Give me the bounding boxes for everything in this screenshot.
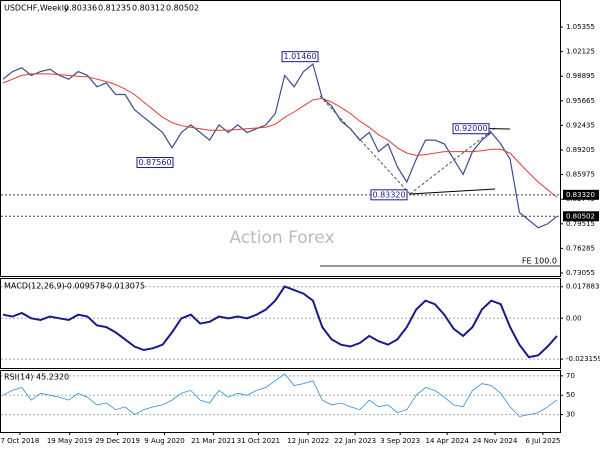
- y-tick-label: -0.023159: [566, 355, 600, 363]
- annotation-box: [370, 189, 408, 201]
- ohlc-value: 0.80502: [166, 4, 199, 13]
- x-tick-label: 3 Sep 2023: [380, 437, 420, 445]
- x-tick-label: 21 Mar 2021: [191, 437, 235, 445]
- y-tick-label: 0.73055: [566, 269, 595, 277]
- x-tick-label: 29 Dec 2019: [95, 437, 140, 445]
- ohlc-value: 0.81235: [98, 4, 131, 13]
- main-panel: [0, 0, 561, 277]
- rsi-panel: [0, 370, 561, 433]
- rsi-label: RSI(14): [4, 373, 33, 382]
- x-tick-label: 7 Oct 2018: [0, 437, 39, 445]
- y-tick-label: 70: [566, 372, 575, 380]
- price-tag-label: 0.80502: [566, 212, 595, 220]
- rsi-reading: 45.2320: [36, 373, 69, 382]
- annotation-label: 0.83320: [372, 190, 405, 199]
- y-tick-label: 0.017883: [566, 283, 599, 291]
- ohlc-value: 0.80312: [132, 4, 165, 13]
- series-line: [2, 62, 558, 229]
- chart-title: USDCHF,Weekly: [4, 4, 69, 13]
- x-tick-label: 6 Jul 2025: [525, 437, 560, 445]
- annotation-label: 0.87560: [138, 158, 171, 167]
- macd-reading: -0.013075: [104, 282, 145, 291]
- annotation-label: 1.01460: [283, 52, 316, 61]
- y-tick-label: 0.76285: [566, 244, 595, 252]
- trend-line: [409, 188, 496, 195]
- y-tick-label: 1.02125: [566, 48, 595, 56]
- watermark: Action Forex: [229, 228, 334, 248]
- x-tick-label: 19 May 2019: [47, 437, 93, 445]
- y-tick-label: 0.85975: [566, 171, 595, 179]
- y-tick-label: 0.95665: [566, 97, 595, 105]
- price-tag-label: 0.83320: [566, 191, 595, 199]
- macd-reading: -0.009578: [64, 282, 105, 291]
- y-tick-label: 1.05355: [566, 23, 595, 31]
- ohlc-value: 0.80336: [64, 4, 97, 13]
- y-tick-label: 0.00: [566, 314, 582, 322]
- y-tick-label: 50: [566, 391, 575, 399]
- price-tag: [563, 211, 599, 222]
- y-tick-label: 0.92435: [566, 121, 595, 129]
- series-line: [2, 373, 558, 417]
- series-line: [2, 285, 558, 359]
- y-tick-label: 0.79515: [566, 220, 595, 228]
- macd-label: MACD(12,26,9): [4, 282, 65, 291]
- y-tick-label: 0.98895: [566, 72, 595, 80]
- x-tick-label: 22 Jan 2023: [334, 437, 376, 445]
- projection-line: [409, 127, 496, 195]
- y-tick-label: 30: [566, 411, 575, 419]
- series-line: [2, 73, 558, 198]
- price-tag: [563, 189, 599, 200]
- annotation-box: [136, 157, 174, 169]
- x-tick-label: 31 Oct 2021: [237, 437, 280, 445]
- x-tick-label: 24 Nov 2024: [473, 437, 518, 445]
- annotation-box: [281, 51, 319, 63]
- y-tick-label: 0.89205: [566, 146, 595, 154]
- annotation-label: 0.92000: [454, 124, 487, 133]
- macd-panel: [0, 278, 561, 369]
- x-tick-label: 12 Jun 2022: [287, 437, 329, 445]
- fe-label: FE 100.0: [522, 257, 557, 266]
- x-tick-label: 14 Apr 2024: [425, 437, 469, 445]
- annotation-box: [452, 123, 490, 135]
- x-tick-label: 9 Aug 2020: [144, 437, 184, 445]
